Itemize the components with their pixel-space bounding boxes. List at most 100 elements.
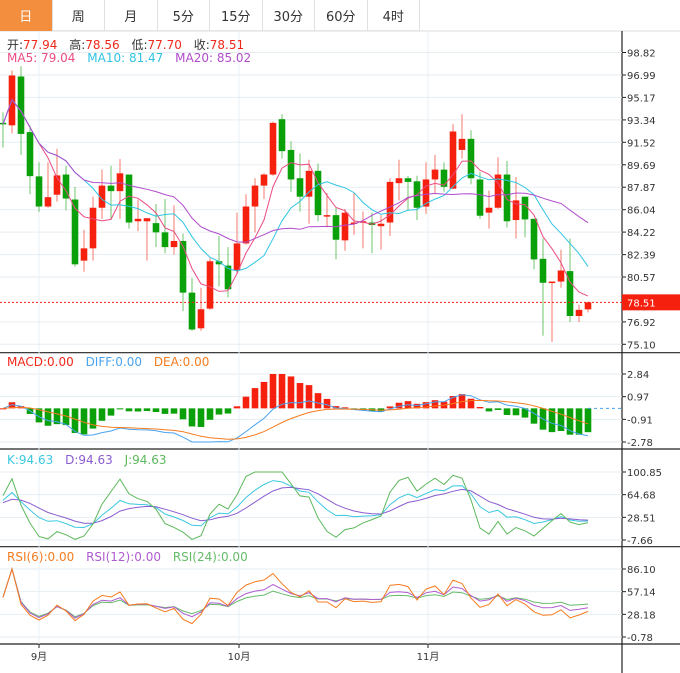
macd-axis-tick-label: 0.97 bbox=[627, 393, 649, 404]
macd-bar bbox=[395, 402, 403, 409]
dea-value: DEA:0.00 bbox=[153, 355, 210, 369]
candle-up bbox=[341, 212, 349, 241]
macd-bar bbox=[449, 396, 457, 409]
candle-up bbox=[260, 174, 268, 186]
kdj-axis-tick-label: -7.66 bbox=[627, 536, 653, 547]
price-axis-tick-label: 89.69 bbox=[627, 161, 656, 172]
tab-60min[interactable]: 60分 bbox=[315, 0, 368, 31]
candle-down bbox=[278, 119, 286, 152]
candle-down bbox=[296, 178, 304, 197]
candle-up bbox=[458, 138, 466, 150]
candle-down bbox=[332, 215, 340, 240]
dea-line bbox=[2, 399, 589, 440]
macd-bar bbox=[161, 408, 169, 414]
macd-bar bbox=[314, 393, 322, 409]
candle-down bbox=[17, 76, 25, 134]
macd-bar bbox=[251, 388, 259, 409]
candle-down bbox=[287, 149, 295, 180]
close-value: 78.51 bbox=[209, 38, 245, 52]
rsi-axis-tick-label: -0.78 bbox=[627, 633, 653, 644]
macd-bar bbox=[278, 374, 286, 409]
close-label: 收: bbox=[193, 38, 210, 52]
candle-down bbox=[440, 169, 448, 187]
candle-up bbox=[197, 309, 205, 329]
candle-down bbox=[521, 196, 529, 220]
candle-down bbox=[224, 265, 232, 290]
candle-up bbox=[89, 207, 97, 249]
macd-value: MACD:0.00 bbox=[7, 355, 74, 369]
candle-up bbox=[80, 248, 88, 261]
high-label: 高: bbox=[69, 38, 86, 52]
open-value: 77.94 bbox=[23, 38, 58, 52]
candle-down bbox=[476, 179, 484, 216]
price-axis-tick-label: 96.99 bbox=[627, 71, 656, 82]
candle-up bbox=[206, 261, 214, 309]
macd-bar bbox=[197, 408, 205, 427]
macd-bar bbox=[413, 403, 421, 409]
macd-bar bbox=[323, 398, 331, 409]
tab-30min[interactable]: 30分 bbox=[263, 0, 315, 31]
macd-bar bbox=[485, 408, 493, 412]
macd-bar bbox=[107, 408, 115, 416]
macd-bar bbox=[305, 385, 313, 409]
macd-bar bbox=[53, 408, 61, 425]
candle-up bbox=[584, 302, 592, 310]
rsi-axis-tick-label: 57.14 bbox=[627, 588, 656, 599]
macd-bar bbox=[530, 408, 538, 424]
k-line bbox=[2, 480, 589, 529]
candle-up bbox=[323, 215, 331, 217]
macd-bar bbox=[584, 408, 592, 433]
candle-up bbox=[575, 309, 583, 317]
macd-axis-tick-label: -0.91 bbox=[627, 415, 653, 426]
candle-up bbox=[350, 222, 358, 225]
candle-down bbox=[314, 170, 322, 216]
d-line bbox=[2, 486, 589, 524]
rsi6-line bbox=[2, 567, 589, 625]
ma20-line bbox=[2, 98, 589, 243]
candle-up bbox=[251, 185, 259, 207]
candle-down bbox=[152, 223, 160, 233]
candle-up bbox=[269, 122, 277, 175]
tab-15min[interactable]: 15分 bbox=[210, 0, 263, 31]
candle-up bbox=[98, 185, 106, 208]
candle-up bbox=[44, 197, 52, 207]
tab-day[interactable]: 日 bbox=[0, 0, 53, 31]
macd-bar bbox=[494, 408, 502, 410]
candle-up bbox=[134, 218, 142, 222]
macd-bar bbox=[557, 408, 565, 431]
rsi6-value: RSI(6):0.00 bbox=[7, 550, 75, 564]
candle-down bbox=[404, 178, 412, 182]
macd-bar bbox=[269, 374, 277, 409]
ma5-value: MA5: 79.04 bbox=[7, 51, 76, 65]
ma10-line bbox=[2, 98, 589, 272]
tab-month[interactable]: 月 bbox=[105, 0, 158, 31]
candle-up bbox=[485, 207, 493, 213]
price-axis-tick-label: 75.10 bbox=[627, 340, 656, 351]
rsi24-line bbox=[2, 567, 589, 618]
candle-down bbox=[539, 258, 547, 283]
kdj-axis-tick-label: 64.68 bbox=[627, 491, 656, 502]
macd-bar bbox=[548, 408, 556, 433]
macd-bar bbox=[224, 408, 232, 414]
candle-up bbox=[422, 179, 430, 207]
low-value: 77.70 bbox=[147, 38, 182, 52]
macd-bar bbox=[116, 408, 124, 410]
macd-bar bbox=[260, 381, 268, 409]
macd-bar bbox=[503, 408, 511, 415]
tab-5min[interactable]: 5分 bbox=[158, 0, 210, 31]
tab-4hour[interactable]: 4时 bbox=[368, 0, 420, 31]
candle-down bbox=[179, 240, 187, 293]
candle-up bbox=[170, 240, 178, 248]
x-tick-label: 10月 bbox=[228, 651, 251, 663]
macd-bar bbox=[89, 408, 97, 429]
price-axis-tick-label: 84.22 bbox=[627, 228, 656, 239]
candle-up bbox=[305, 170, 313, 197]
macd-bar bbox=[8, 402, 16, 409]
candle-up bbox=[449, 131, 457, 189]
tab-week[interactable]: 周 bbox=[53, 0, 105, 31]
diff-value: DIFF:0.00 bbox=[85, 355, 142, 369]
price-axis-tick-label: 98.82 bbox=[627, 49, 656, 60]
price-axis-tick-label: 86.04 bbox=[627, 206, 656, 217]
macd-axis-tick-label: -2.78 bbox=[627, 438, 653, 449]
